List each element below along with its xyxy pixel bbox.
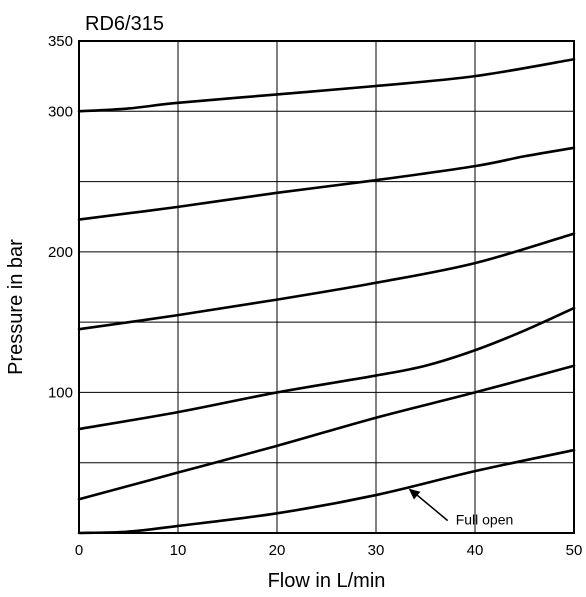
grid: [78, 40, 575, 534]
plot-frame: [78, 40, 575, 534]
x-tick-label: 40: [467, 542, 484, 559]
x-tick-label: 50: [566, 542, 583, 559]
series-line-4: [77, 306, 576, 431]
series-group: [77, 57, 576, 535]
y-tick-label: 100: [48, 384, 73, 401]
annotation-arrowhead: [408, 488, 421, 500]
x-axis-title: Flow in L/min: [268, 570, 386, 592]
series-line-6: [77, 448, 576, 535]
y-tick-label: 200: [48, 244, 73, 261]
annotation-label: Full open: [456, 512, 514, 528]
y-tick-label: 350: [48, 33, 73, 50]
chart-title: RD6/315: [85, 13, 164, 35]
series-line-3: [77, 232, 576, 331]
annotation-arrow-line: [411, 490, 449, 522]
x-tick-label: 30: [368, 542, 385, 559]
x-tick-label: 20: [269, 542, 286, 559]
y-tick-label: 300: [48, 103, 73, 120]
x-tick-label: 10: [170, 542, 187, 559]
series-line-1: [77, 57, 576, 113]
annotations: Full open: [408, 488, 514, 528]
x-tick-label: 0: [75, 542, 83, 559]
series-line-2: [77, 146, 576, 221]
y-axis-title: Pressure in bar: [5, 239, 27, 375]
tick-labels: 0 10 20 30 40 50 100 200 300 350: [48, 33, 582, 559]
series-line-5: [77, 364, 576, 501]
